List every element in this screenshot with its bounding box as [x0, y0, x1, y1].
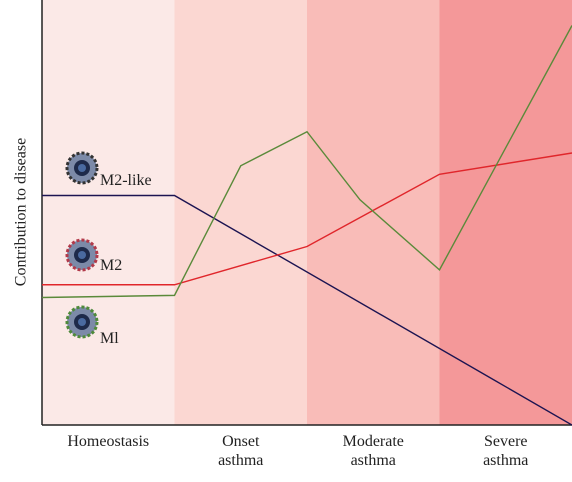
- x-category-label: Homeostasis: [67, 433, 149, 450]
- icon-m2-like: [67, 153, 97, 183]
- stage-band: [175, 0, 308, 425]
- stage-band: [440, 0, 572, 425]
- stage-band: [307, 0, 440, 425]
- y-axis-label: Contribution to disease: [13, 138, 30, 286]
- legend-label: M2: [100, 257, 122, 274]
- legend-label: Ml: [100, 330, 119, 347]
- icon-m2: [67, 240, 97, 270]
- chart: Contribution to disease Homeostasis Onset…: [0, 0, 572, 477]
- legend-label: M2-like: [100, 172, 152, 189]
- stage-band: [42, 0, 175, 425]
- icon-m1: [67, 307, 97, 337]
- stage-bands: [42, 0, 572, 425]
